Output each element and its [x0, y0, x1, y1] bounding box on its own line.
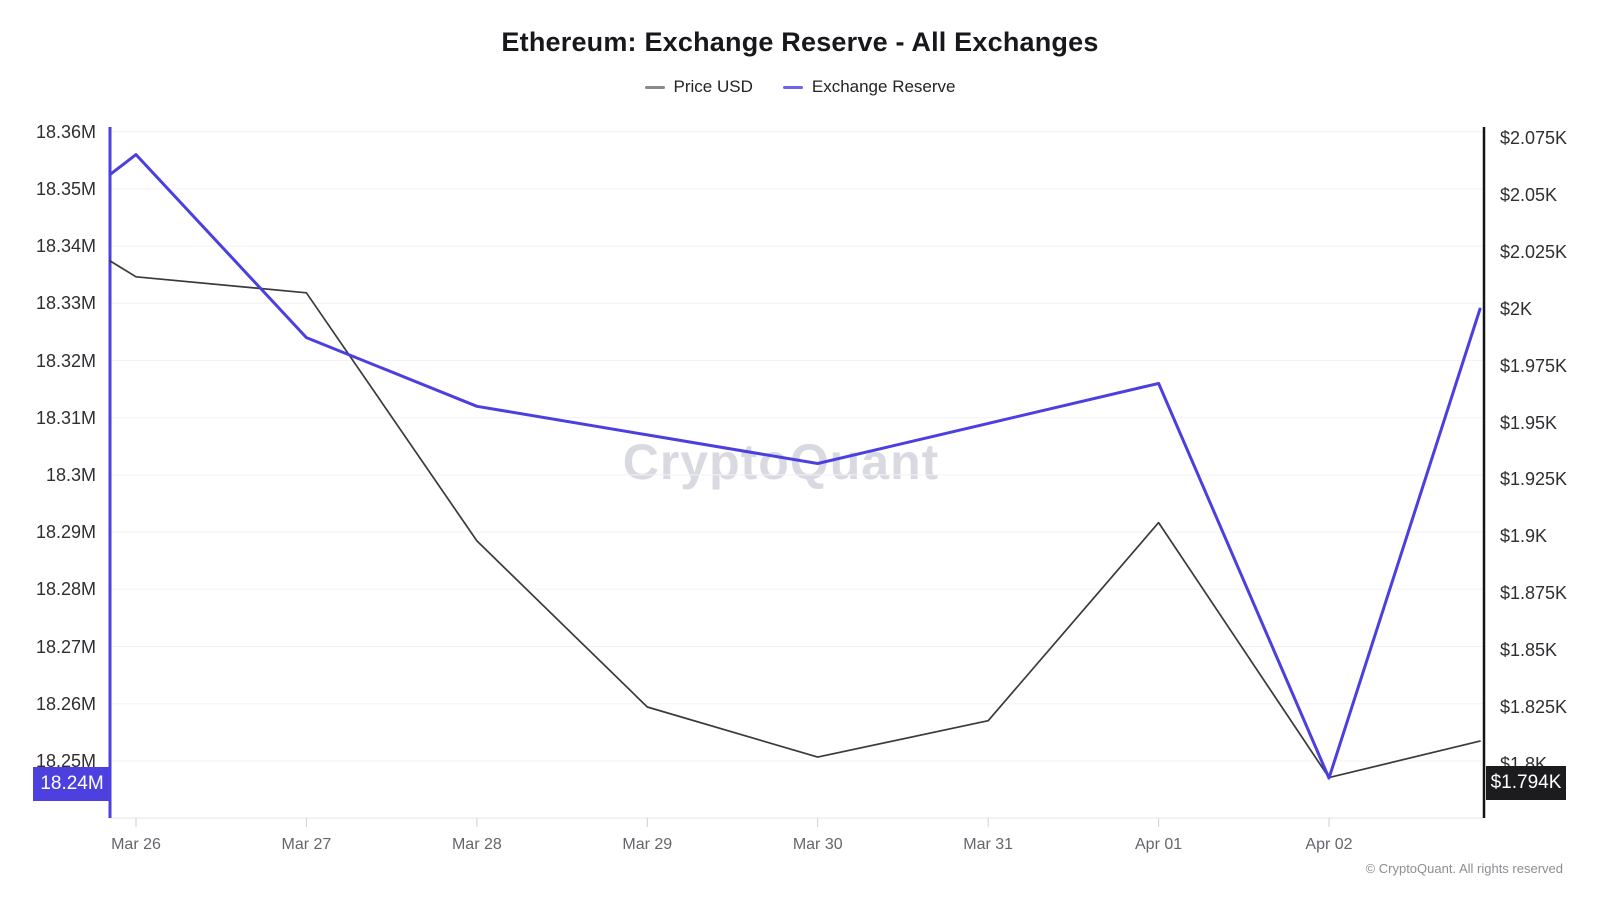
left-axis-label: 18.3M — [45, 464, 96, 485]
right-axis-label: $1.85K — [1500, 640, 1558, 661]
exchange-reserve-line-swatch-icon — [782, 85, 803, 89]
price-usd-line — [109, 260, 1481, 779]
exchange-reserve-line — [108, 153, 1482, 780]
left-axis-label: 18.28M — [35, 579, 96, 600]
left-axis-label: 18.32M — [35, 350, 96, 371]
x-axis-label: Mar 30 — [792, 836, 843, 853]
right-axis-label: $1.9K — [1500, 526, 1548, 547]
right-axis-label: $1.975K — [1500, 355, 1568, 376]
latest-price-badge: $1.794K — [1486, 766, 1566, 800]
x-axis-label: Mar 26 — [111, 836, 161, 853]
legend-label-exchange-reserve: Exchange Reserve — [811, 77, 956, 96]
page-title: Ethereum: Exchange Reserve - All Exchang… — [501, 27, 1099, 57]
x-axis-label: Mar 31 — [963, 836, 1014, 853]
right-axis-label: $2K — [1500, 298, 1533, 319]
right-axis-label: $2.075K — [1500, 128, 1568, 148]
left-axis-label: 18.25M — [35, 750, 96, 771]
left-axis-label: 18.35M — [35, 178, 96, 199]
right-axis-label: $1.95K — [1500, 412, 1558, 433]
x-axis-label: Apr 01 — [1135, 836, 1183, 853]
left-axis-label: 18.26M — [35, 693, 96, 714]
x-axis-label: Apr 02 — [1305, 836, 1353, 853]
legend: Price USD Exchange Reserve — [0, 77, 1600, 97]
right-axis-label: $2.05K — [1500, 184, 1558, 205]
left-axis-label: 18.36M — [35, 121, 96, 142]
left-axis-label: 18.27M — [35, 636, 96, 657]
right-axis-label: $2.025K — [1500, 241, 1568, 262]
price-usd-line-swatch-icon — [644, 85, 665, 89]
x-axis-label: Mar 27 — [281, 836, 332, 853]
left-axis-label: 18.29M — [35, 522, 96, 543]
legend-label-price-usd: Price USD — [673, 77, 753, 96]
right-axis-label: $1.825K — [1500, 697, 1568, 717]
right-axis-label: $1.925K — [1500, 469, 1568, 490]
left-axis-label: 18.34M — [35, 236, 96, 257]
legend-item-price-usd[interactable]: Price USD — [644, 77, 753, 97]
latest-reserve-badge: 18.24M — [33, 767, 111, 801]
x-axis-label: Mar 28 — [451, 836, 502, 853]
left-axis-label: 18.31M — [35, 407, 96, 428]
copyright-notice: © CryptoQuant. All rights reserved — [1365, 861, 1563, 876]
left-axis-label: 18.33M — [35, 293, 96, 314]
x-axis-label: Mar 29 — [622, 836, 673, 853]
legend-item-exchange-reserve[interactable]: Exchange Reserve — [782, 77, 956, 97]
right-axis-label: $1.875K — [1500, 583, 1568, 604]
